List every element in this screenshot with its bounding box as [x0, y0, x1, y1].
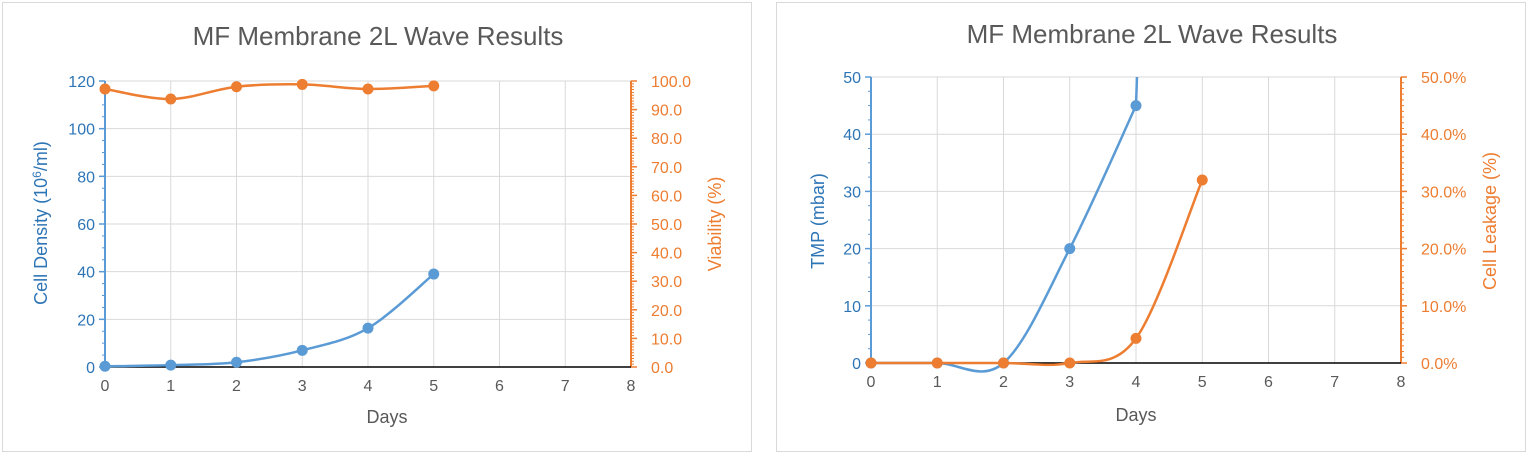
x-tick-label: 8: [1397, 374, 1406, 391]
data-point-right: [865, 357, 877, 369]
x-axis-title: Days: [366, 407, 407, 427]
x-tick-label: 4: [364, 378, 373, 395]
x-tick-label: 0: [867, 374, 876, 391]
x-tick-label: 5: [1198, 374, 1207, 391]
chart-panel-cell-density: MF Membrane 2L Wave Results Days Cell De…: [2, 2, 752, 452]
data-point-right: [165, 93, 177, 105]
y2-tick-label: 10.0: [651, 331, 682, 348]
data-point-left: [1064, 243, 1076, 255]
y2-tick-label: 70.0: [651, 160, 682, 177]
y-tick-label: 20: [843, 242, 861, 259]
y-tick-label: 40: [77, 265, 95, 282]
data-point-left: [362, 322, 374, 334]
data-point-right: [362, 83, 374, 95]
data-point-left: [231, 356, 242, 368]
x-tick-label: 8: [627, 378, 636, 395]
y2-tick-label: 20.0%: [1421, 242, 1466, 259]
y2-tick-label: 80.0: [651, 131, 682, 148]
x-tick-label: 7: [561, 378, 570, 395]
x-tick-label: 3: [1065, 374, 1074, 391]
y-tick-label: 40: [843, 127, 861, 144]
data-point-right: [1130, 332, 1142, 344]
y2-axis-title: Cell Leakage (%): [1480, 152, 1500, 290]
data-point-left: [428, 268, 440, 280]
data-point-left: [1130, 100, 1142, 112]
y-axis-title: Cell Density (106/ml): [30, 141, 51, 305]
series-line-left: [104, 273, 435, 368]
y-tick-label: 30: [843, 184, 861, 201]
chart-panel-tmp: MF Membrane 2L Wave Results Days TMP (mb…: [776, 2, 1526, 452]
data-point-right: [1196, 174, 1208, 186]
y2-tick-label: 10.0%: [1421, 299, 1466, 316]
y2-tick-label: 30.0%: [1421, 184, 1466, 201]
y-tick-label: 0: [852, 356, 861, 373]
data-point-right: [231, 81, 242, 93]
y2-tick-label: 50.0%: [1421, 70, 1466, 87]
chart-svg-tmp: MF Membrane 2L Wave Results Days TMP (mb…: [808, 19, 1500, 425]
y-tick-label: 120: [68, 74, 95, 91]
series-line-right: [104, 83, 434, 101]
data-point-right: [931, 357, 943, 369]
x-tick-label: 1: [933, 374, 942, 391]
x-tick-label: 2: [999, 374, 1008, 391]
y2-tick-label: 40.0%: [1421, 127, 1466, 144]
y-tick-label: 10: [843, 299, 861, 316]
chart-svg-cell-density: MF Membrane 2L Wave Results Days Cell De…: [30, 21, 725, 427]
y2-tick-label: 0.0%: [1421, 356, 1457, 373]
y2-axis-title: Viability (%): [705, 177, 725, 272]
y2-tick-label: 90.0: [651, 103, 682, 120]
y-tick-label: 60: [77, 217, 95, 234]
data-point-right: [296, 78, 308, 90]
y2-tick-label: 20.0: [651, 303, 682, 320]
y-tick-label: 80: [77, 169, 95, 186]
chart-title: MF Membrane 2L Wave Results: [967, 19, 1338, 49]
data-point-left: [165, 359, 177, 371]
chart-title: MF Membrane 2L Wave Results: [193, 21, 564, 51]
y2-tick-label: 40.0: [651, 246, 682, 263]
y2-tick-label: 0.0: [651, 360, 673, 377]
series-line-left: [871, 77, 1139, 373]
data-point-right: [99, 83, 111, 95]
y2-tick-label: 50.0: [651, 217, 682, 234]
y-tick-label: 20: [77, 312, 95, 329]
x-tick-label: 7: [1330, 374, 1339, 391]
data-point-left: [99, 360, 111, 372]
data-point-right: [428, 80, 440, 92]
x-tick-label: 0: [101, 378, 110, 395]
y2-tick-label: 30.0: [651, 274, 682, 291]
y-tick-label: 50: [843, 70, 861, 87]
x-tick-label: 5: [429, 378, 438, 395]
x-tick-label: 2: [232, 378, 241, 395]
x-axis-title: Days: [1115, 405, 1156, 425]
x-tick-label: 4: [1132, 374, 1141, 391]
data-point-left: [296, 344, 308, 356]
y-tick-label: 0: [86, 360, 95, 377]
x-tick-label: 6: [1264, 374, 1273, 391]
data-point-right: [998, 357, 1009, 369]
series-line-right: [871, 179, 1204, 367]
y2-tick-label: 60.0: [651, 188, 682, 205]
x-tick-label: 3: [298, 378, 307, 395]
y-tick-label: 100: [68, 122, 95, 139]
data-point-right: [1064, 357, 1076, 369]
x-tick-label: 1: [166, 378, 175, 395]
y2-tick-label: 100.0: [651, 74, 691, 91]
y-axis-title: TMP (mbar): [808, 173, 828, 269]
x-tick-label: 6: [495, 378, 504, 395]
